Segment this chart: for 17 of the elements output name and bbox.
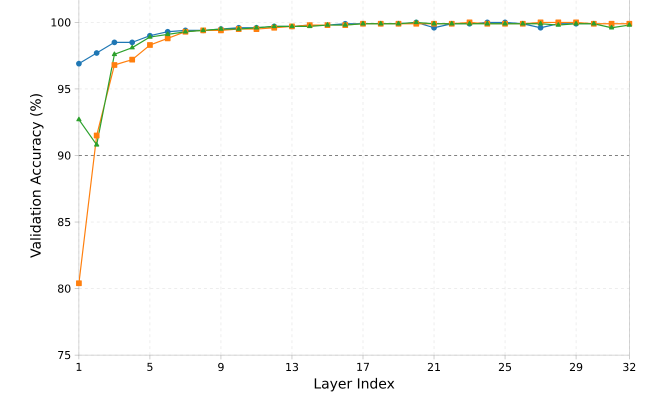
x-tick-label: 13 <box>286 362 298 371</box>
x-tick-label: 1 <box>76 362 82 371</box>
x-tick-label: 5 <box>147 362 152 371</box>
y-tick-label: 80 <box>58 284 70 292</box>
x-tick-label: 29 <box>570 362 582 371</box>
x-tick-label: 17 <box>357 362 370 371</box>
y-axis-title: Validation Accuracy (%) <box>30 94 44 258</box>
x-tick-label: 21 <box>428 362 440 371</box>
y-tick-label: 95 <box>58 84 70 93</box>
y-tick-label: 90 <box>58 151 70 160</box>
x-tick-label: 32 <box>623 362 636 371</box>
x-tick-label: 9 <box>218 362 224 371</box>
x-tick-label: 25 <box>498 362 512 371</box>
x-axis-title: Layer Index <box>314 378 394 392</box>
y-tick-label: 100 <box>52 18 70 26</box>
y-tick-label: 75 <box>58 350 70 359</box>
y-tick-label: 85 <box>58 218 70 226</box>
